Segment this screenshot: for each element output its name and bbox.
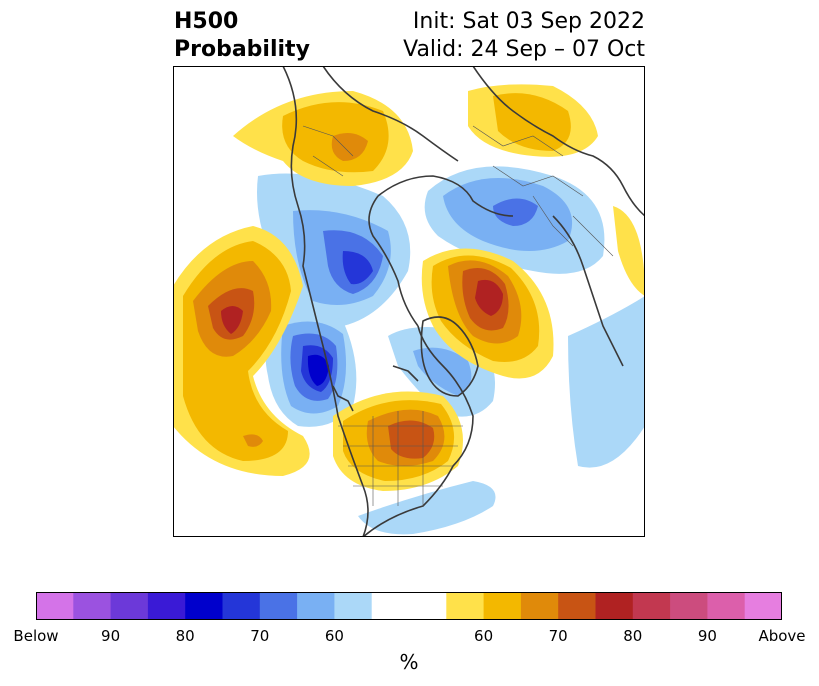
central-siberia-ridge — [421, 248, 554, 379]
colorbar-unit-label: % — [399, 650, 419, 674]
colorbar-tick-label: 60 — [474, 627, 494, 645]
colorbar-swatch — [147, 592, 186, 620]
colorbar-tick-label: 90 — [101, 627, 121, 645]
east-pacific-trough — [265, 309, 357, 427]
atlantic-trough-east — [568, 296, 645, 468]
colorbar-swatch — [744, 592, 782, 620]
colorbar-swatch — [73, 592, 112, 620]
colorbar-swatch — [110, 592, 149, 620]
map-frame — [173, 66, 645, 537]
subtropical-trough — [358, 481, 496, 535]
colorbar-tick-label: Below — [13, 627, 59, 645]
political-borders — [302, 125, 614, 506]
colorbar-swatch — [483, 592, 522, 620]
colorbar-swatch — [409, 592, 447, 620]
colorbar-swatch — [446, 592, 485, 620]
probability-map — [173, 66, 645, 537]
colorbar-swatch — [632, 592, 671, 620]
scandinavia-ridge-east — [613, 206, 645, 296]
colorbar-tick-label: 70 — [250, 627, 270, 645]
colorbar-swatch — [185, 592, 223, 620]
north-atlantic-trough — [424, 166, 605, 274]
title-line-h500: H500 — [174, 9, 239, 34]
colorbar-tick-label: 80 — [623, 627, 643, 645]
colorbar-swatch — [595, 592, 634, 620]
north-pacific-ridge — [173, 226, 310, 476]
colorbar-swatch — [334, 592, 373, 620]
valid-range-label: Valid: 24 Sep – 07 Oct — [403, 37, 645, 62]
title-line-probability: Probability — [174, 37, 310, 62]
anomaly-shading — [173, 84, 645, 535]
colorbar-tick-label: 80 — [175, 627, 195, 645]
colorbar-swatch — [297, 592, 335, 620]
colorbar-swatch — [670, 592, 708, 620]
colorbar-swatch — [259, 592, 298, 620]
colorbar-swatch — [222, 592, 261, 620]
colorbar-swatch — [520, 592, 559, 620]
alaska-ridge — [233, 91, 413, 186]
colorbar — [36, 592, 782, 620]
chart-title-right: Init: Sat 03 Sep 2022 Valid: 24 Sep – 07… — [403, 8, 645, 64]
colorbar-swatch — [36, 592, 74, 620]
coastlines — [282, 66, 645, 537]
colorbar-swatch — [707, 592, 746, 620]
colorbar-tick-label: 60 — [324, 627, 344, 645]
colorbar-tick-label: Above — [758, 627, 806, 645]
colorbar-frame — [36, 592, 782, 620]
colorbar-swatch — [371, 592, 410, 620]
init-date-label: Init: Sat 03 Sep 2022 — [412, 9, 645, 34]
colorbar-tick-label: 70 — [548, 627, 568, 645]
colorbar-tick-label: 90 — [697, 627, 717, 645]
chart-title-left: H500 Probability — [174, 8, 310, 64]
scandinavia-ridge — [468, 84, 598, 157]
colorbar-swatch — [558, 592, 596, 620]
